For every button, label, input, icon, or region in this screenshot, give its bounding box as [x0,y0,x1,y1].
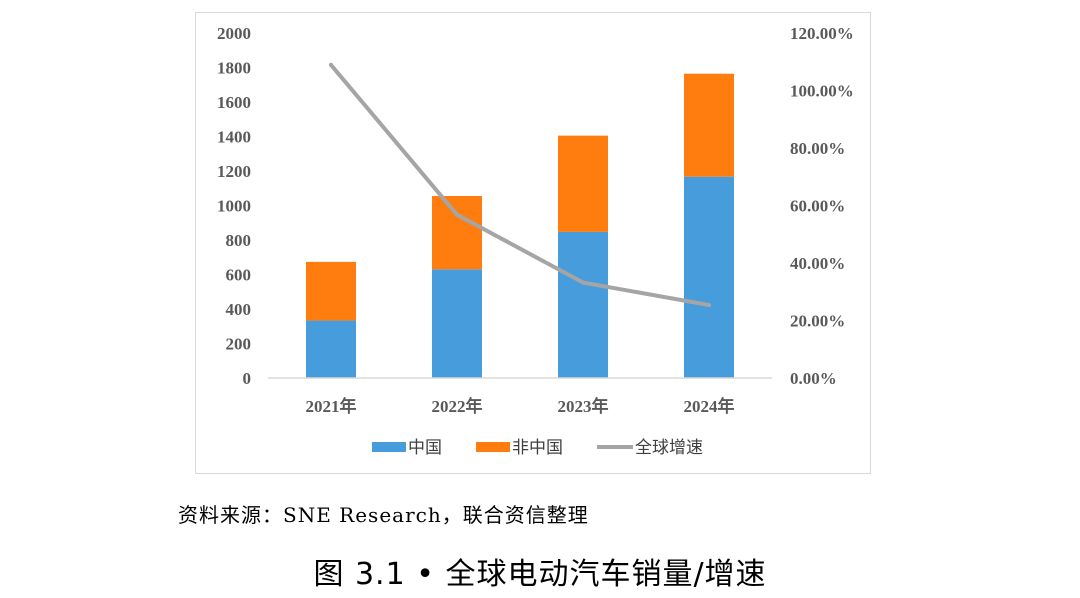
x-tick-label: 2023年 [558,396,609,416]
growth-point [581,280,585,285]
y-left-tick-label: 2000 [217,24,251,43]
y-left-tick-label: 400 [226,300,252,319]
legend-label: 中国 [408,438,442,458]
legend-label: 全球增速 [635,438,703,458]
bar-non-china [432,196,482,270]
y-left-tick-label: 200 [226,335,252,354]
growth-line [329,62,711,307]
y-left-tick-label: 1400 [217,128,251,147]
chart-frame: 0 200 400 600 800 1000 1200 1400 1600 1800 2000 0.0… [195,12,871,474]
chart-svg: 0 200 400 600 800 1000 1200 1400 1600 1800 2000 0.0… [217,24,854,458]
bar-china [558,231,608,378]
y-left-tick-label: 600 [226,266,252,285]
y-left-tick-label: 1000 [217,197,251,216]
x-tick-label: 2024年 [684,396,735,416]
x-tick-label: 2021年 [306,396,357,416]
bar-non-china [306,261,356,321]
bar-china [432,269,482,378]
legend-swatch-non-china [476,442,510,452]
growth-point [329,62,333,67]
source-note: 资料来源：SNE Research，联合资信整理 [178,503,589,527]
legend-swatch-china [372,442,406,452]
growth-point [455,212,459,217]
x-tick-label: 2022年 [432,396,483,416]
growth-point [707,302,711,307]
y-right-tick-label: 120.00% [790,24,854,43]
bar-non-china [684,73,734,177]
y-left-tick-label: 1200 [217,162,251,181]
y-right-tick-label: 20.00% [790,312,845,331]
y-right-tick-label: 60.00% [790,197,845,216]
y-right-tick-label: 0.00% [790,369,837,388]
y-left-tick-label: 1600 [217,93,251,112]
y-left-tick-label: 0 [243,369,252,388]
y-right-tick-label: 80.00% [790,139,845,158]
legend-label: 非中国 [512,438,563,458]
bar-non-china [558,135,608,232]
y-left-tick-label: 800 [226,231,252,250]
bar-china [684,176,734,378]
y-right-tick-label: 100.00% [790,82,854,101]
y-right-tick-label: 40.00% [790,254,845,273]
bar-china [306,320,356,378]
figure-caption: 图 3.1 • 全球电动汽车销量/增速 [313,557,767,592]
y-left-tick-label: 1800 [217,59,251,78]
